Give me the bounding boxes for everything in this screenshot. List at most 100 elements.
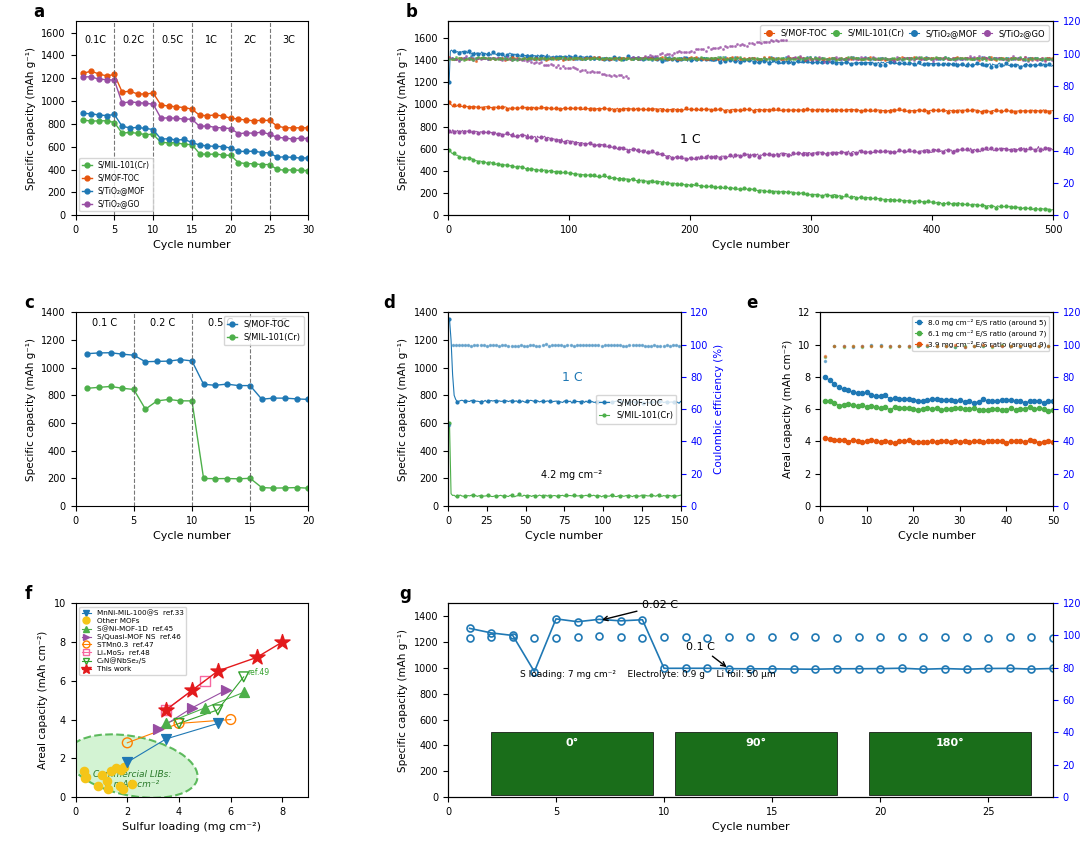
- S/MOF-TOC: [240, 115, 253, 126]
- S/MIL-101(Cr): [201, 149, 214, 159]
- Ellipse shape: [67, 734, 198, 798]
- S/MIL-101(Cr): [162, 394, 175, 404]
- 3.9 mg cm⁻² E/S ratio (around 9): [855, 437, 868, 447]
- S/TiO₂@MOF: [271, 152, 284, 162]
- S/MOF-TOC: [208, 110, 221, 120]
- 6.1 mg cm⁻² E/S ratio (around 7): [841, 399, 854, 410]
- S/MOF-TOC: [84, 66, 97, 76]
- Line: S/MIL-101(Cr): S/MIL-101(Cr): [448, 148, 1054, 211]
- S/TiO₂@GO: [84, 71, 97, 81]
- 6.1 mg cm⁻² E/S ratio (around 7): [865, 401, 878, 411]
- 6.1 mg cm⁻² E/S ratio (around 7): [921, 403, 934, 413]
- S/TiO₂@MOF: [939, 58, 951, 68]
- S/TiO₂@MOF: [734, 56, 747, 66]
- S/TiO₂@MOF: [186, 137, 199, 148]
- 3.9 mg cm⁻² E/S ratio (around 9): [893, 436, 906, 446]
- S/MOF-TOC: [573, 396, 586, 406]
- S/MOF-TOC: [443, 314, 456, 324]
- S/TiO₂@GO: [100, 75, 113, 85]
- S/TiO₂@MOF: [240, 147, 253, 157]
- Text: f: f: [25, 585, 31, 603]
- 8.0 mg cm⁻² E/S ratio (around 5): [916, 396, 929, 406]
- Point: [248, 650, 266, 664]
- S/MIL-101(Cr): [247, 159, 260, 169]
- 6.1 mg cm⁻² E/S ratio (around 7): [982, 404, 995, 415]
- S/MOF-TOC: [127, 350, 140, 360]
- Point: [184, 683, 201, 697]
- S/TiO₂@MOF: [1047, 60, 1059, 70]
- 3.9 mg cm⁻² E/S ratio (around 9): [1023, 435, 1036, 445]
- Text: 90°: 90°: [745, 738, 767, 748]
- S/TiO₂@MOF: [201, 141, 214, 151]
- S/TiO₂@GO: [170, 114, 183, 124]
- S/MIL-101(Cr): [139, 404, 152, 415]
- Line: S/MOF-TOC: S/MOF-TOC: [85, 350, 311, 402]
- Point: [108, 762, 125, 775]
- Point: [99, 782, 117, 795]
- 6.1 mg cm⁻² E/S ratio (around 7): [976, 404, 989, 415]
- S/MIL-101(Cr): [154, 137, 167, 148]
- S/MOF-TOC: [116, 349, 129, 360]
- 8.0 mg cm⁻² E/S ratio (around 5): [888, 393, 901, 404]
- 3.9 mg cm⁻² E/S ratio (around 9): [833, 434, 846, 444]
- Legend: S/MOF-TOC, S/MIL-101(Cr): S/MOF-TOC, S/MIL-101(Cr): [224, 316, 305, 345]
- S/MOF-TOC: [301, 394, 314, 404]
- Point: [116, 760, 133, 773]
- Text: 3C: 3C: [283, 35, 295, 45]
- S/MIL-101(Cr): [279, 483, 292, 493]
- 3.9 mg cm⁻² E/S ratio (around 9): [972, 437, 985, 447]
- Y-axis label: Specific capacity (mAh g⁻¹): Specific capacity (mAh g⁻¹): [399, 338, 408, 481]
- S/MIL-101(Cr): [301, 165, 314, 176]
- Point: [93, 768, 110, 782]
- 3.9 mg cm⁻² E/S ratio (around 9): [851, 436, 864, 446]
- 3.9 mg cm⁻² E/S ratio (around 9): [1042, 435, 1055, 445]
- S/MIL-101(Cr): [84, 116, 97, 126]
- S/MOF-TOC: [104, 348, 117, 358]
- Text: 1 C: 1 C: [271, 318, 287, 327]
- S/MOF-TOC: [255, 394, 268, 404]
- 8.0 mg cm⁻² E/S ratio (around 5): [865, 390, 878, 400]
- 6.1 mg cm⁻² E/S ratio (around 7): [986, 404, 999, 414]
- S/MOF-TOC: [247, 115, 260, 126]
- S/MOF-TOC: [201, 110, 214, 120]
- 3.9 mg cm⁻² E/S ratio (around 9): [948, 436, 961, 446]
- 8.0 mg cm⁻² E/S ratio (around 5): [935, 395, 948, 405]
- S/MOF-TOC: [291, 393, 303, 404]
- 8.0 mg cm⁻² E/S ratio (around 5): [1042, 396, 1055, 406]
- 3.9 mg cm⁻² E/S ratio (around 9): [976, 437, 989, 447]
- 8.0 mg cm⁻² E/S ratio (around 5): [879, 390, 892, 400]
- S/TiO₂@GO: [147, 99, 160, 109]
- S/MIL-101(Cr): [147, 129, 160, 139]
- S/MIL-101(Cr): [573, 490, 586, 500]
- 3.9 mg cm⁻² E/S ratio (around 9): [954, 437, 967, 447]
- S/MOF-TOC: [139, 357, 152, 367]
- Line: S/MIL-101(Cr): S/MIL-101(Cr): [81, 118, 311, 173]
- Y-axis label: Areal capacity (mAh cm⁻²): Areal capacity (mAh cm⁻²): [38, 631, 49, 769]
- S/MIL-101(Cr): [1045, 205, 1058, 215]
- 8.0 mg cm⁻² E/S ratio (around 5): [1028, 396, 1041, 406]
- S/MOF-TOC: [264, 115, 276, 126]
- S/MOF-TOC: [186, 356, 199, 366]
- S/TiO₂@GO: [216, 123, 229, 133]
- Legend: MnNi-MIL-100@S  ref.33, Other MOFs, S@Ni-MOF-1D  ref.45, S/Quasi-MOF NS  ref.46,: MnNi-MIL-100@S ref.33, Other MOFs, S@Ni-…: [79, 607, 187, 675]
- 6.1 mg cm⁻² E/S ratio (around 7): [893, 403, 906, 413]
- S/TiO₂@MOF: [139, 123, 152, 133]
- S/MIL-101(Cr): [100, 115, 113, 126]
- S/MIL-101(Cr): [267, 483, 280, 494]
- S/MOF-TOC: [975, 107, 988, 117]
- S/MIL-101(Cr): [170, 137, 183, 148]
- 6.1 mg cm⁻² E/S ratio (around 7): [1047, 404, 1059, 415]
- S/MOF-TOC: [178, 103, 191, 113]
- Point: [210, 703, 227, 717]
- 3.9 mg cm⁻² E/S ratio (around 9): [837, 434, 850, 444]
- S/TiO₂@MOF: [294, 153, 307, 163]
- S/MOF-TOC: [198, 379, 211, 389]
- S/MOF-TOC: [519, 398, 532, 408]
- S/TiO₂@GO: [162, 113, 175, 123]
- Text: 2C: 2C: [244, 35, 257, 45]
- Point: [98, 774, 116, 788]
- 6.1 mg cm⁻² E/S ratio (around 7): [912, 404, 924, 415]
- Point: [217, 683, 234, 697]
- Text: e: e: [746, 294, 757, 312]
- S/MIL-101(Cr): [81, 383, 94, 393]
